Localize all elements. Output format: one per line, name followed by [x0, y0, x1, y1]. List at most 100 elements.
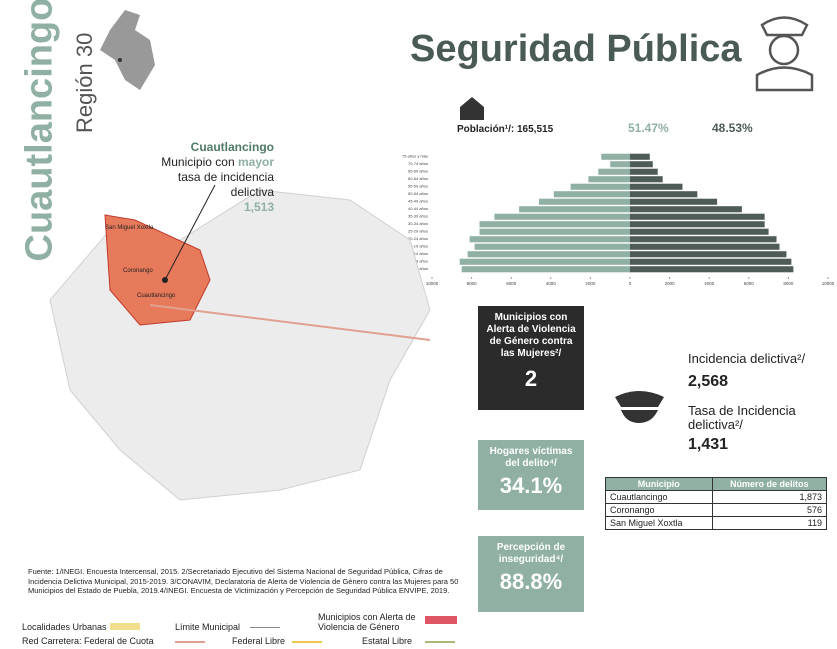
age-label: 40-44 años	[408, 206, 428, 211]
table-cell: 1,873	[711, 490, 828, 504]
legend-swatch	[292, 641, 322, 643]
x-tick-label: 2000	[665, 281, 676, 286]
bar	[630, 213, 765, 220]
table-cell: 576	[711, 503, 828, 517]
legend-item: Red Carretera: Federal de Cuota	[22, 636, 154, 646]
age-label: 30-34 años	[408, 221, 428, 226]
callout-line1: Municipio con mayor	[150, 155, 274, 170]
callout-text: Municipio con	[161, 155, 235, 169]
bar	[630, 228, 769, 235]
table-cell: Coronango	[605, 503, 713, 517]
bar	[630, 243, 780, 250]
police-icon	[755, 16, 814, 92]
bar	[519, 206, 630, 213]
legend-item: Localidades Urbanas	[22, 622, 107, 632]
bar	[461, 266, 630, 273]
x-tick-label: 8000	[467, 281, 478, 286]
callout-line	[162, 184, 216, 283]
municipality-map	[49, 189, 431, 501]
x-tick-label: 10000	[426, 281, 439, 286]
legend-swatch	[175, 641, 205, 643]
x-tick-label: 2000	[585, 281, 596, 286]
bar	[538, 198, 630, 205]
callout-name: Cuautlancingo	[190, 140, 274, 154]
box-value: 88.8%	[499, 569, 563, 594]
table-header: Número de delitos	[711, 477, 828, 491]
age-label: 65-69 años	[408, 169, 428, 174]
rate-value: 1,431	[688, 436, 729, 453]
box-perception: Percepción de inseguridad⁴/88.8%	[478, 536, 584, 612]
age-label: 70-74 años	[408, 161, 428, 166]
x-tick-label: 6000	[506, 281, 517, 286]
bar	[474, 243, 630, 250]
age-label: 10-14 años	[408, 251, 428, 256]
bar	[630, 153, 650, 160]
bar	[630, 206, 742, 213]
table-cell: 119	[711, 516, 828, 530]
rate-label: Tasa de Incidencia delictiva²/	[688, 403, 796, 432]
age-label: 15-19 años	[408, 244, 428, 249]
age-label: 75 años y más	[402, 154, 428, 159]
bar	[598, 168, 630, 175]
population-pyramid: 10000 8000 6000 4000 2000 0 2000 4000 6000 8000 10…	[402, 153, 835, 287]
title: Seguridad Pública	[410, 28, 742, 70]
table-row: Coronango 576	[605, 503, 828, 517]
legend-item: Estatal Libre	[362, 636, 413, 646]
box-alert: Municipios con Alerta de Violencia de Gé…	[478, 306, 584, 410]
bar	[630, 161, 653, 168]
legend-swatch	[425, 616, 457, 624]
age-label: 50-54 años	[408, 191, 428, 196]
legend-swatch	[250, 627, 280, 628]
cap-icon	[615, 391, 664, 423]
bar	[469, 236, 630, 243]
map-label: Coronango	[123, 268, 153, 274]
age-label: 35-39 años	[408, 214, 428, 219]
bar	[479, 228, 630, 235]
age-label: 20-24 años	[408, 236, 428, 241]
callout-value: 1,513	[243, 200, 274, 214]
bar	[494, 213, 630, 220]
incidence-label: Incidencia delictiva²/	[688, 351, 806, 366]
age-label: 55-59 años	[408, 184, 428, 189]
legend-swatch	[425, 641, 455, 643]
bar	[630, 266, 794, 273]
legend-swatch	[110, 623, 140, 630]
box-value: 2	[524, 366, 538, 391]
legend-item: Límite Municipal	[175, 622, 241, 632]
house-icon	[460, 97, 484, 120]
age-label: 25-29 años	[408, 229, 428, 234]
age-label: 60-64 años	[408, 176, 428, 181]
source: Fuente: 1/INEGI. Encuesta Intercensal, 2…	[28, 567, 459, 595]
box-label: Percepción de inseguridad⁴/	[496, 542, 566, 565]
bar	[479, 221, 630, 228]
table-row: Cuautlancingo 1,873	[605, 490, 828, 504]
bar	[610, 161, 630, 168]
x-tick-label: 10000	[822, 281, 835, 286]
x-tick-label: 4000	[704, 281, 715, 286]
legend-item: Federal Libre	[232, 636, 286, 646]
x-tick-label: 0	[629, 281, 632, 286]
women-pct: 51.47%	[628, 121, 669, 135]
bar	[570, 183, 630, 190]
bar	[467, 251, 630, 258]
table-header: Municipio	[605, 477, 713, 491]
callout: Cuautlancingo Municipio con mayor tasa d…	[150, 140, 274, 215]
bar	[601, 153, 630, 160]
bar	[630, 191, 698, 198]
bar	[553, 191, 630, 198]
bar	[630, 236, 777, 243]
bar	[459, 258, 630, 265]
bar	[630, 258, 792, 265]
age-label: 45-49 años	[408, 199, 428, 204]
table-cell: Cuautlancingo	[605, 490, 713, 504]
state-map	[100, 10, 155, 90]
map-label: Cuautlancingo	[137, 293, 176, 299]
bar	[630, 251, 787, 258]
bar	[630, 198, 718, 205]
population: Población¹/: 165,515	[457, 124, 554, 135]
callout-line2: tasa de incidencia	[177, 170, 274, 184]
age-label: 05-09 años	[408, 259, 428, 264]
box-label: Municipios con Alerta de Violencia de Gé…	[486, 312, 576, 359]
legend-item: Municipios con Alerta de Violencia de Gé…	[318, 612, 416, 632]
